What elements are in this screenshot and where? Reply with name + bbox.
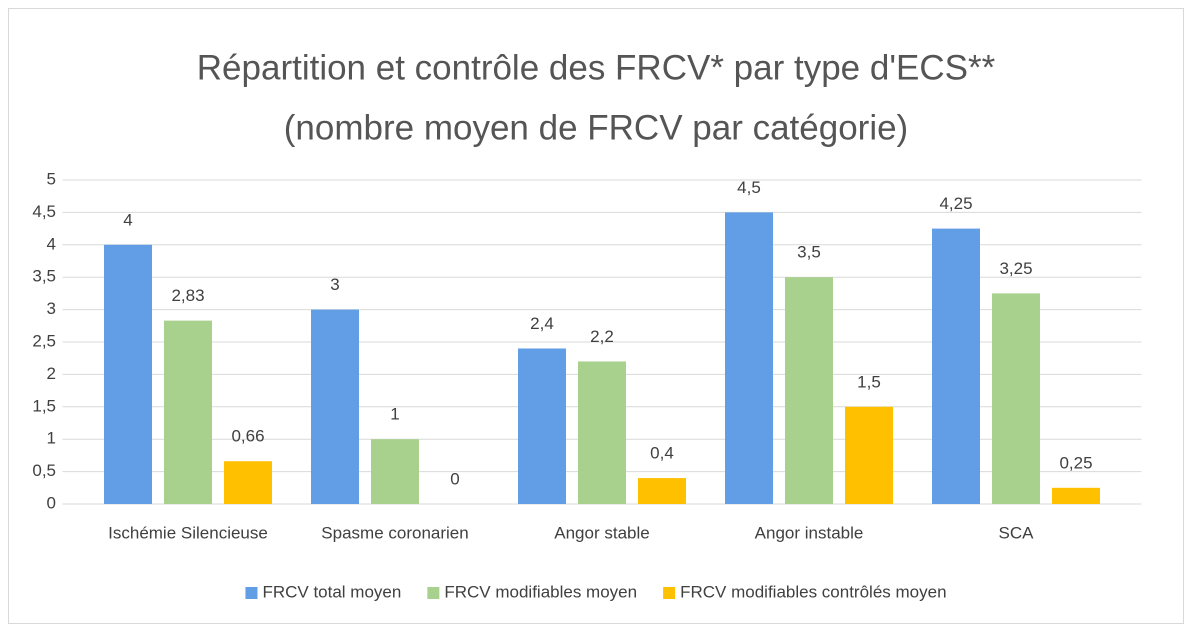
value-label: 2,83 [171, 286, 204, 305]
bar [371, 439, 419, 504]
bar [224, 461, 272, 504]
value-label: 2,2 [590, 327, 614, 346]
y-tick-label: 3,5 [32, 267, 56, 286]
bar [311, 309, 359, 504]
x-tick-label: Angor instable [755, 523, 864, 542]
value-label: 4,25 [939, 194, 972, 213]
bar [164, 320, 212, 504]
y-tick-label: 3 [47, 299, 56, 318]
value-label: 4 [123, 210, 132, 229]
value-label: 2,4 [530, 314, 554, 333]
y-tick-label: 4 [47, 234, 56, 253]
y-tick-label: 2,5 [32, 331, 56, 350]
y-tick-label: 1,5 [32, 396, 56, 415]
value-label: 0,4 [650, 444, 674, 463]
chart-frame [8, 8, 1184, 624]
x-tick-label: SCA [999, 523, 1035, 542]
y-tick-label: 1 [47, 429, 56, 448]
legend-swatch [663, 587, 676, 599]
y-tick-label: 2 [47, 364, 56, 383]
value-label: 1 [390, 405, 399, 424]
y-tick-label: 5 [47, 169, 56, 188]
value-label: 0,25 [1059, 453, 1092, 472]
bar [785, 277, 833, 504]
bar [518, 348, 566, 504]
x-tick-label: Spasme coronarien [321, 523, 468, 542]
bar [638, 478, 686, 504]
bar [578, 361, 626, 504]
legend-label: FRCV total moyen [262, 582, 401, 601]
chart-title: Répartition et contrôle des FRCV* par ty… [197, 48, 996, 87]
bar [1052, 487, 1100, 504]
value-label: 3,25 [999, 259, 1032, 278]
bar [104, 244, 152, 505]
x-tick-label: Angor stable [554, 523, 649, 542]
value-label: 3 [330, 275, 339, 294]
value-label: 4,5 [737, 178, 761, 197]
bar [992, 293, 1040, 504]
value-label: 3,5 [797, 243, 821, 262]
legend-label: FRCV modifiables moyen [444, 582, 637, 601]
legend-swatch [245, 587, 258, 599]
value-label: 1,5 [857, 372, 881, 391]
legend-swatch [427, 587, 440, 599]
y-tick-label: 0,5 [32, 461, 56, 480]
value-label: 0,66 [231, 427, 264, 446]
bar [932, 228, 980, 504]
value-label: 0 [450, 469, 459, 488]
chart-subtitle: (nombre moyen de FRCV par catégorie) [284, 108, 908, 147]
legend-label: FRCV modifiables contrôlés moyen [680, 582, 946, 601]
y-tick-label: 4,5 [32, 202, 56, 221]
x-tick-label: Ischémie Silencieuse [108, 523, 268, 542]
y-tick-label: 0 [47, 493, 56, 512]
bar [845, 406, 893, 504]
bar [725, 212, 773, 504]
